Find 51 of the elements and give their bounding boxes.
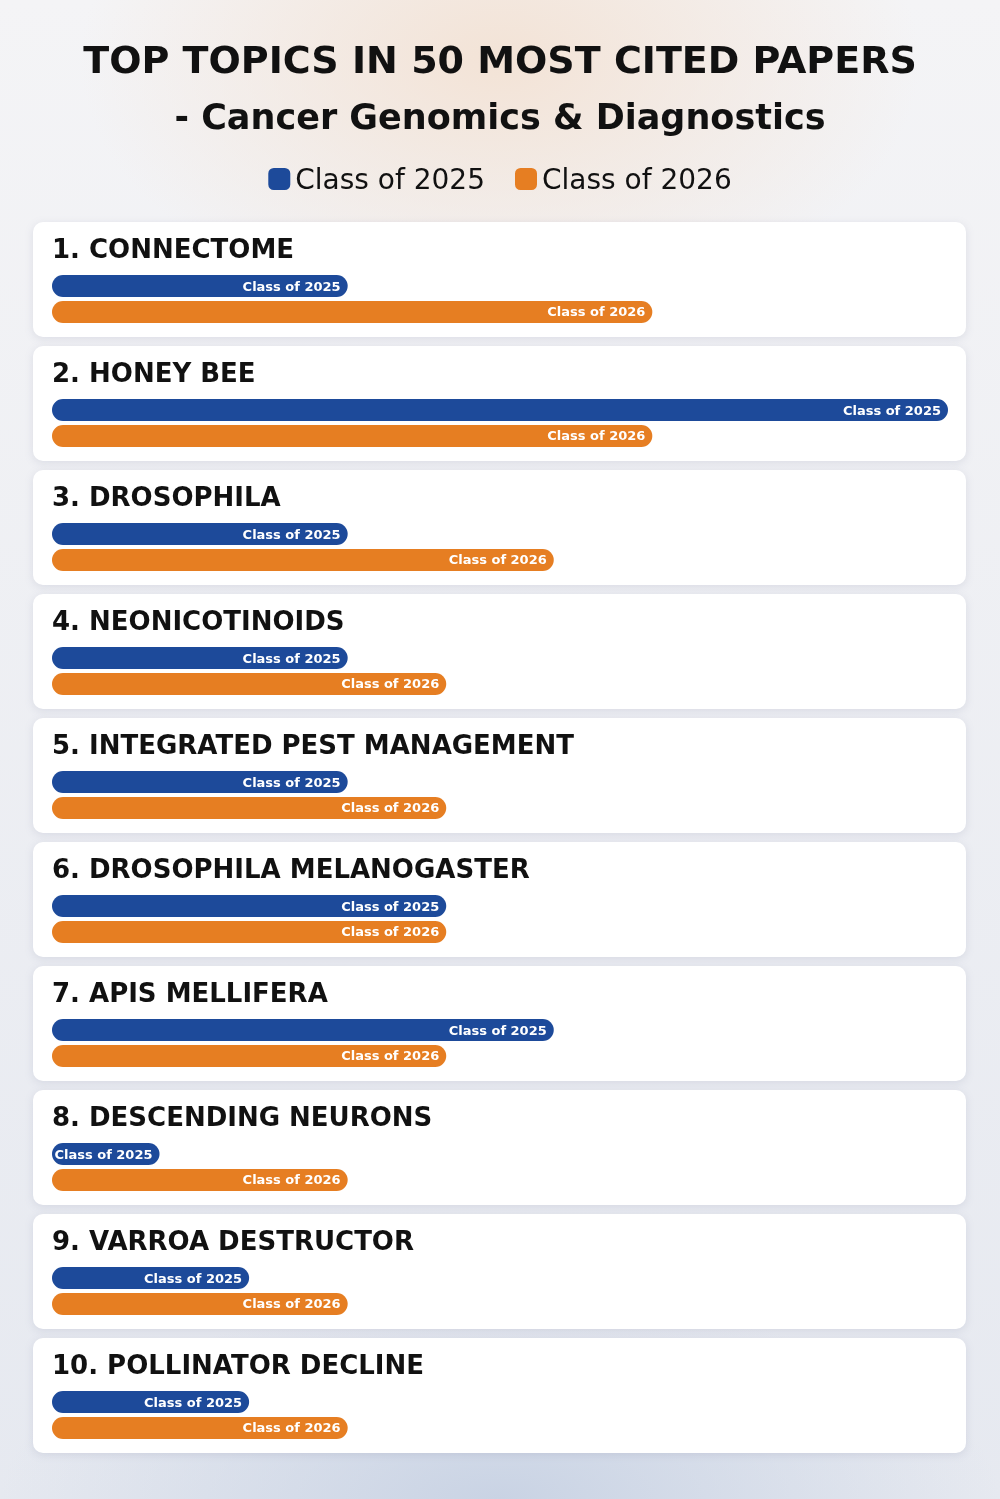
text: Class of 2025 <box>144 1270 243 1286</box>
bar <box>52 647 348 670</box>
text: Class of 2026 <box>448 552 547 568</box>
text: Class of 2026 <box>341 676 440 692</box>
text: Class of 2025 <box>341 898 440 914</box>
bar <box>52 796 447 819</box>
y-tick-label: 9. VARROA DESTRUCTOR <box>52 1226 414 1256</box>
text: Class of 2026 <box>341 800 440 816</box>
bar <box>52 275 348 298</box>
text: Class of 2026 <box>547 428 646 444</box>
y-tick-label: 10. POLLINATOR DECLINE <box>52 1350 425 1380</box>
bar <box>52 1019 554 1042</box>
bar <box>52 672 447 695</box>
text: Class of 2025 <box>242 526 341 542</box>
text: Class of 2026 <box>341 1048 440 1064</box>
chart-title: TOP TOPICS IN 50 MOST CITED PAPERS <box>83 38 917 82</box>
bar <box>52 1416 348 1439</box>
bar <box>52 1292 348 1315</box>
chart-subtitle: - Cancer Genomics & Diagnostics <box>174 96 826 137</box>
text: Class of 2026 <box>242 1172 341 1188</box>
y-tick-label: 2. HONEY BEE <box>52 358 256 388</box>
y-tick-label: 6. DROSOPHILA MELANOGASTER <box>52 854 530 884</box>
text: Class of 2026 <box>547 304 646 320</box>
y-tick-label: 8. DESCENDING NEURONS <box>52 1102 433 1132</box>
bar <box>52 1044 447 1067</box>
text: Class of 2026 <box>242 1296 341 1312</box>
text: Class of 2025 <box>242 650 341 666</box>
y-tick-label: 7. APIS MELLIFERA <box>52 978 328 1008</box>
bar <box>52 300 653 323</box>
bar <box>52 399 948 422</box>
text: Class of 2026 <box>341 924 440 940</box>
text: Class of 2025 <box>144 1394 243 1410</box>
bar <box>52 523 348 546</box>
text: Class of 2025 <box>242 774 341 790</box>
bar <box>52 424 653 447</box>
y-tick-label: 1. CONNECTOME <box>52 234 295 264</box>
text: Class of 2025 <box>842 402 941 418</box>
legend-label: Class of 2025 <box>295 162 486 196</box>
text: Class of 2025 <box>242 278 341 294</box>
text: Class of 2025 <box>448 1022 547 1038</box>
y-tick-label: 5. INTEGRATED PEST MANAGEMENT <box>52 730 575 760</box>
bar <box>52 895 447 918</box>
bar <box>52 1168 348 1191</box>
text: Class of 2026 <box>242 1420 341 1436</box>
y-tick-label: 4. NEONICOTINOIDS <box>52 606 345 636</box>
bar <box>52 920 447 943</box>
legend-label: Class of 2026 <box>542 162 732 196</box>
text: Class of 2025 <box>54 1146 153 1162</box>
bar <box>52 771 348 794</box>
bar <box>52 548 554 571</box>
y-tick-label: 3. DROSOPHILA <box>52 482 281 512</box>
